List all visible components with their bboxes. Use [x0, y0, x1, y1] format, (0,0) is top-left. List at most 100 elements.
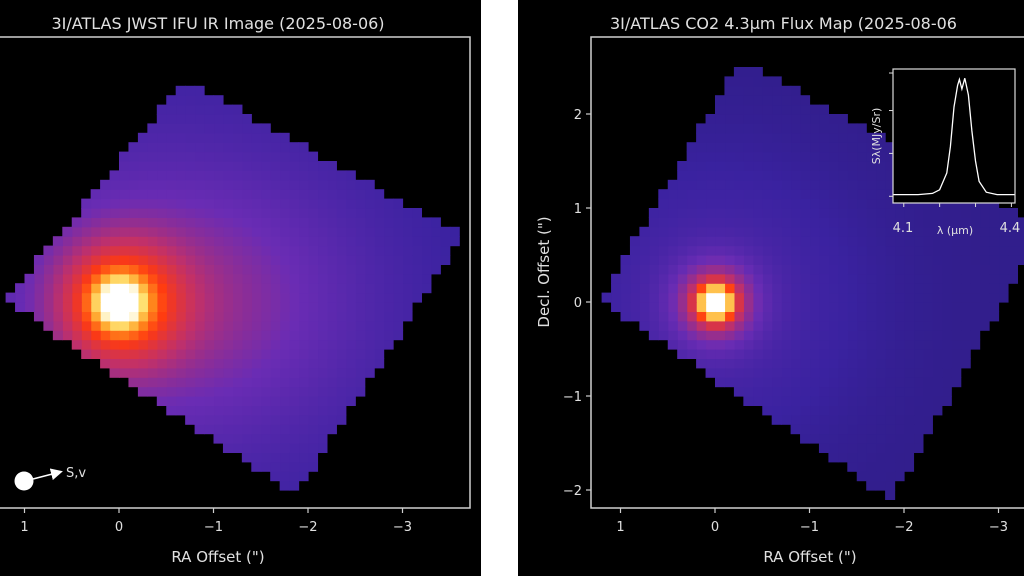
heatmap-pixel [998, 292, 1009, 303]
heatmap-pixel [715, 283, 726, 294]
heatmap-pixel [790, 358, 801, 369]
heatmap-pixel [260, 264, 271, 275]
heatmap-pixel [52, 273, 63, 284]
heatmap-pixel [326, 236, 337, 247]
heatmap-pixel [913, 377, 924, 388]
heatmap-pixel [629, 283, 640, 294]
heatmap-pixel [885, 151, 896, 162]
heatmap-pixel [904, 452, 915, 463]
heatmap-pixel [260, 245, 271, 256]
heatmap-pixel [166, 245, 177, 256]
heatmap-pixel [260, 320, 271, 331]
heatmap-pixel [241, 377, 252, 388]
heatmap-pixel [185, 226, 196, 237]
heatmap-pixel [960, 358, 971, 369]
heatmap-pixel [166, 151, 177, 162]
heatmap-pixel [800, 433, 811, 444]
heatmap-pixel [289, 311, 300, 322]
heatmap-pixel [345, 283, 356, 294]
heatmap-pixel [222, 283, 233, 294]
heatmap-pixel [818, 114, 829, 124]
heatmap-pixel [156, 367, 167, 378]
heatmap-pixel [326, 405, 337, 416]
heatmap-pixel [818, 255, 829, 265]
heatmap-pixel [364, 198, 375, 209]
heatmap-pixel [705, 142, 716, 153]
heatmap-pixel [119, 208, 130, 218]
heatmap-pixel [156, 198, 167, 209]
heatmap-pixel [345, 311, 356, 322]
heatmap-pixel [204, 414, 215, 425]
heatmap-pixel [989, 283, 1000, 294]
heatmap-pixel [119, 330, 130, 341]
heatmap-pixel [128, 377, 139, 388]
heatmap-pixel [100, 302, 111, 312]
heatmap-pixel [241, 114, 252, 124]
heatmap-pixel [856, 123, 867, 134]
heatmap-pixel [213, 433, 224, 444]
heatmap-pixel [800, 386, 811, 397]
heatmap-pixel [336, 405, 347, 416]
heatmap-pixel [279, 311, 290, 322]
heatmap-pixel [629, 292, 640, 303]
heatmap-pixel [932, 226, 943, 237]
heatmap-pixel [317, 339, 328, 350]
heatmap-pixel [885, 264, 896, 275]
heatmap-pixel [875, 386, 886, 397]
heatmap-pixel [15, 302, 26, 312]
heatmap-pixel [289, 405, 300, 416]
heatmap-pixel [317, 170, 328, 181]
heatmap-pixel [270, 330, 281, 341]
heatmap-pixel [109, 311, 120, 322]
heatmap-pixel [71, 255, 82, 265]
heatmap-pixel [213, 405, 224, 416]
heatmap-pixel [715, 292, 726, 303]
heatmap-pixel [667, 255, 678, 265]
heatmap-pixel [752, 208, 763, 218]
heatmap-pixel [298, 189, 309, 200]
heatmap-pixel [383, 245, 394, 256]
heatmap-pixel [960, 226, 971, 237]
heatmap-pixel [241, 123, 252, 134]
heatmap-pixel [364, 330, 375, 341]
heatmap-pixel [904, 208, 915, 218]
heatmap-pixel [194, 198, 205, 209]
heatmap-pixel [790, 151, 801, 162]
heatmap-pixel [800, 170, 811, 181]
heatmap-pixel [364, 226, 375, 237]
heatmap-pixel [1007, 255, 1018, 265]
heatmap-pixel [128, 217, 139, 228]
heatmap-pixel [279, 283, 290, 294]
heatmap-pixel [818, 151, 829, 162]
heatmap-pixel [270, 377, 281, 388]
heatmap-pixel [147, 189, 158, 200]
heatmap-pixel [298, 386, 309, 397]
heatmap-pixel [194, 311, 205, 322]
heatmap-pixel [100, 179, 111, 190]
heatmap-pixel [260, 189, 271, 200]
heatmap-pixel [213, 208, 224, 218]
heatmap-pixel [781, 273, 792, 284]
heatmap-pixel [847, 236, 858, 247]
heatmap-pixel [970, 320, 981, 331]
heatmap-pixel [667, 245, 678, 256]
heatmap-pixel [715, 377, 726, 388]
heatmap-pixel [970, 236, 981, 247]
heatmap-pixel [771, 245, 782, 256]
spectrum-inset: 4.1 4.4 λ (µm) Sλ(MJy/Sr) [870, 68, 1020, 237]
heatmap-pixel [856, 208, 867, 218]
heatmap-pixel [166, 123, 177, 134]
heatmap-pixel [100, 320, 111, 331]
heatmap-pixel [913, 198, 924, 209]
heatmap-pixel [336, 179, 347, 190]
heatmap-pixel [137, 132, 148, 143]
heatmap-pixel [71, 302, 82, 312]
heatmap-pixel [430, 264, 441, 275]
heatmap-pixel [166, 320, 177, 331]
heatmap-pixel [989, 273, 1000, 284]
heatmap-pixel [166, 339, 177, 350]
heatmap-pixel [837, 132, 848, 143]
heatmap-pixel [90, 198, 101, 209]
heatmap-pixel [52, 302, 63, 312]
heatmap-pixel [421, 245, 432, 256]
